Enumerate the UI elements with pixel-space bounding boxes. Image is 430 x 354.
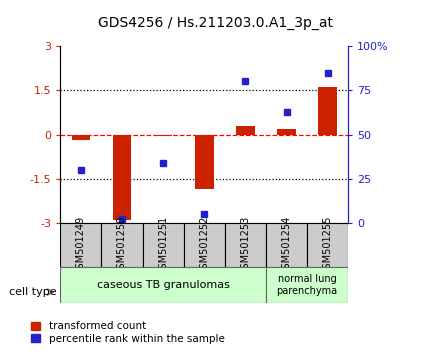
Text: cell type: cell type <box>9 287 56 297</box>
Bar <box>307 223 348 267</box>
Bar <box>266 267 348 303</box>
Bar <box>266 223 307 267</box>
Text: GSM501253: GSM501253 <box>240 216 250 275</box>
Bar <box>60 223 101 267</box>
Bar <box>319 87 337 135</box>
Bar <box>113 135 131 220</box>
Bar <box>60 267 266 303</box>
Text: GSM501254: GSM501254 <box>282 216 292 275</box>
Bar <box>101 223 142 267</box>
Bar <box>225 223 266 267</box>
Bar <box>154 135 172 136</box>
Bar <box>236 126 255 135</box>
Text: GSM501249: GSM501249 <box>76 216 86 275</box>
Legend: transformed count, percentile rank within the sample: transformed count, percentile rank withi… <box>31 321 224 344</box>
Bar <box>71 135 90 141</box>
Bar <box>195 135 214 189</box>
Text: GDS4256 / Hs.211203.0.A1_3p_at: GDS4256 / Hs.211203.0.A1_3p_at <box>98 16 332 30</box>
Bar <box>184 223 225 267</box>
Text: GSM501255: GSM501255 <box>323 216 333 275</box>
Bar <box>142 223 184 267</box>
Text: GSM501252: GSM501252 <box>199 216 209 275</box>
Text: normal lung
parenchyma: normal lung parenchyma <box>276 274 338 296</box>
Text: GSM501251: GSM501251 <box>158 216 168 275</box>
Text: caseous TB granulomas: caseous TB granulomas <box>97 280 230 290</box>
Bar <box>277 129 296 135</box>
Text: GSM501250: GSM501250 <box>117 216 127 275</box>
